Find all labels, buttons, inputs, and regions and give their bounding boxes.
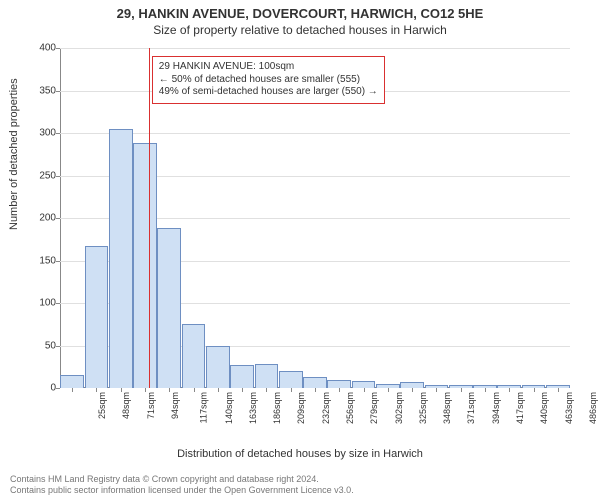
chart-area: 25sqm48sqm71sqm94sqm117sqm140sqm163sqm18…: [60, 48, 570, 418]
xtick-mark: [72, 388, 73, 392]
histogram-bar: [109, 129, 133, 388]
ytick-mark: [56, 346, 60, 347]
xtick-mark: [266, 388, 267, 392]
plot-region: 25sqm48sqm71sqm94sqm117sqm140sqm163sqm18…: [60, 48, 570, 388]
histogram-bar: [303, 377, 327, 388]
callout-line-1: 29 HANKIN AVENUE: 100sqm: [159, 61, 378, 74]
xtick-mark: [218, 388, 219, 392]
ytick-label: 400: [16, 43, 56, 54]
ytick-label: 0: [16, 383, 56, 394]
ytick-label: 150: [16, 255, 56, 266]
callout-box: 29 HANKIN AVENUE: 100sqm← 50% of detache…: [152, 56, 385, 104]
xtick-mark: [412, 388, 413, 392]
xtick-mark: [509, 388, 510, 392]
xtick-mark: [558, 388, 559, 392]
histogram-bar: [60, 375, 84, 388]
xtick-mark: [339, 388, 340, 392]
x-axis-label: Distribution of detached houses by size …: [0, 448, 600, 460]
ytick-label: 350: [16, 85, 56, 96]
xtick-label: 463sqm: [564, 392, 574, 424]
ytick-mark: [56, 218, 60, 219]
xtick-label: 117sqm: [199, 392, 209, 423]
gridline: [60, 133, 570, 134]
subject-marker-line: [149, 48, 150, 388]
histogram-bar: [157, 228, 181, 388]
xtick-label: 163sqm: [248, 392, 258, 424]
ytick-mark: [56, 91, 60, 92]
ytick-mark: [56, 48, 60, 49]
xtick-mark: [145, 388, 146, 392]
ytick-label: 100: [16, 298, 56, 309]
footer-line-1: Contains HM Land Registry data © Crown c…: [10, 474, 354, 485]
chart-title-sub: Size of property relative to detached ho…: [0, 21, 600, 37]
gridline: [60, 48, 570, 49]
xtick-label: 25sqm: [97, 392, 107, 419]
xtick-label: 186sqm: [272, 392, 282, 424]
histogram-bar: [327, 380, 351, 389]
histogram-bar: [230, 365, 254, 388]
histogram-bar: [85, 246, 109, 388]
xtick-label: 140sqm: [224, 392, 234, 424]
xtick-label: 348sqm: [442, 392, 452, 424]
xtick-label: 71sqm: [146, 392, 156, 419]
histogram-bar: [255, 364, 279, 388]
histogram-bar: [279, 371, 303, 388]
footer-line-2: Contains public sector information licen…: [10, 485, 354, 496]
xtick-mark: [121, 388, 122, 392]
xtick-mark: [169, 388, 170, 392]
xtick-label: 209sqm: [296, 392, 306, 424]
ytick-label: 50: [16, 340, 56, 351]
xtick-mark: [194, 388, 195, 392]
histogram-bar: [206, 346, 230, 389]
xtick-mark: [315, 388, 316, 392]
callout-line-3: 49% of semi-detached houses are larger (…: [159, 86, 378, 99]
xtick-label: 394sqm: [491, 392, 501, 424]
xtick-label: 371sqm: [466, 392, 476, 424]
ytick-mark: [56, 176, 60, 177]
xtick-mark: [485, 388, 486, 392]
xtick-mark: [96, 388, 97, 392]
xtick-label: 279sqm: [369, 392, 379, 424]
xtick-mark: [291, 388, 292, 392]
xtick-label: 325sqm: [418, 392, 428, 424]
ytick-label: 300: [16, 128, 56, 139]
ytick-mark: [56, 303, 60, 304]
xtick-mark: [364, 388, 365, 392]
xtick-label: 417sqm: [515, 392, 525, 424]
callout-line-2: ← 50% of detached houses are smaller (55…: [159, 74, 378, 87]
xtick-label: 232sqm: [321, 392, 331, 424]
histogram-bar: [182, 324, 206, 388]
xtick-label: 440sqm: [539, 392, 549, 424]
xtick-label: 486sqm: [588, 392, 598, 424]
ytick-mark: [56, 133, 60, 134]
xtick-mark: [242, 388, 243, 392]
xtick-label: 48sqm: [121, 392, 131, 419]
xtick-mark: [534, 388, 535, 392]
histogram-bar: [133, 143, 157, 388]
ytick-label: 250: [16, 170, 56, 181]
xtick-mark: [388, 388, 389, 392]
xtick-mark: [436, 388, 437, 392]
xtick-label: 94sqm: [170, 392, 180, 419]
xtick-mark: [461, 388, 462, 392]
xtick-label: 302sqm: [394, 392, 404, 424]
y-axis-label: Number of detached properties: [8, 78, 20, 230]
chart-title-main: 29, HANKIN AVENUE, DOVERCOURT, HARWICH, …: [0, 0, 600, 21]
histogram-bar: [352, 381, 376, 388]
ytick-mark: [56, 261, 60, 262]
footer-attribution: Contains HM Land Registry data © Crown c…: [10, 474, 354, 497]
ytick-mark: [56, 388, 60, 389]
xtick-label: 256sqm: [345, 392, 355, 424]
ytick-label: 200: [16, 213, 56, 224]
